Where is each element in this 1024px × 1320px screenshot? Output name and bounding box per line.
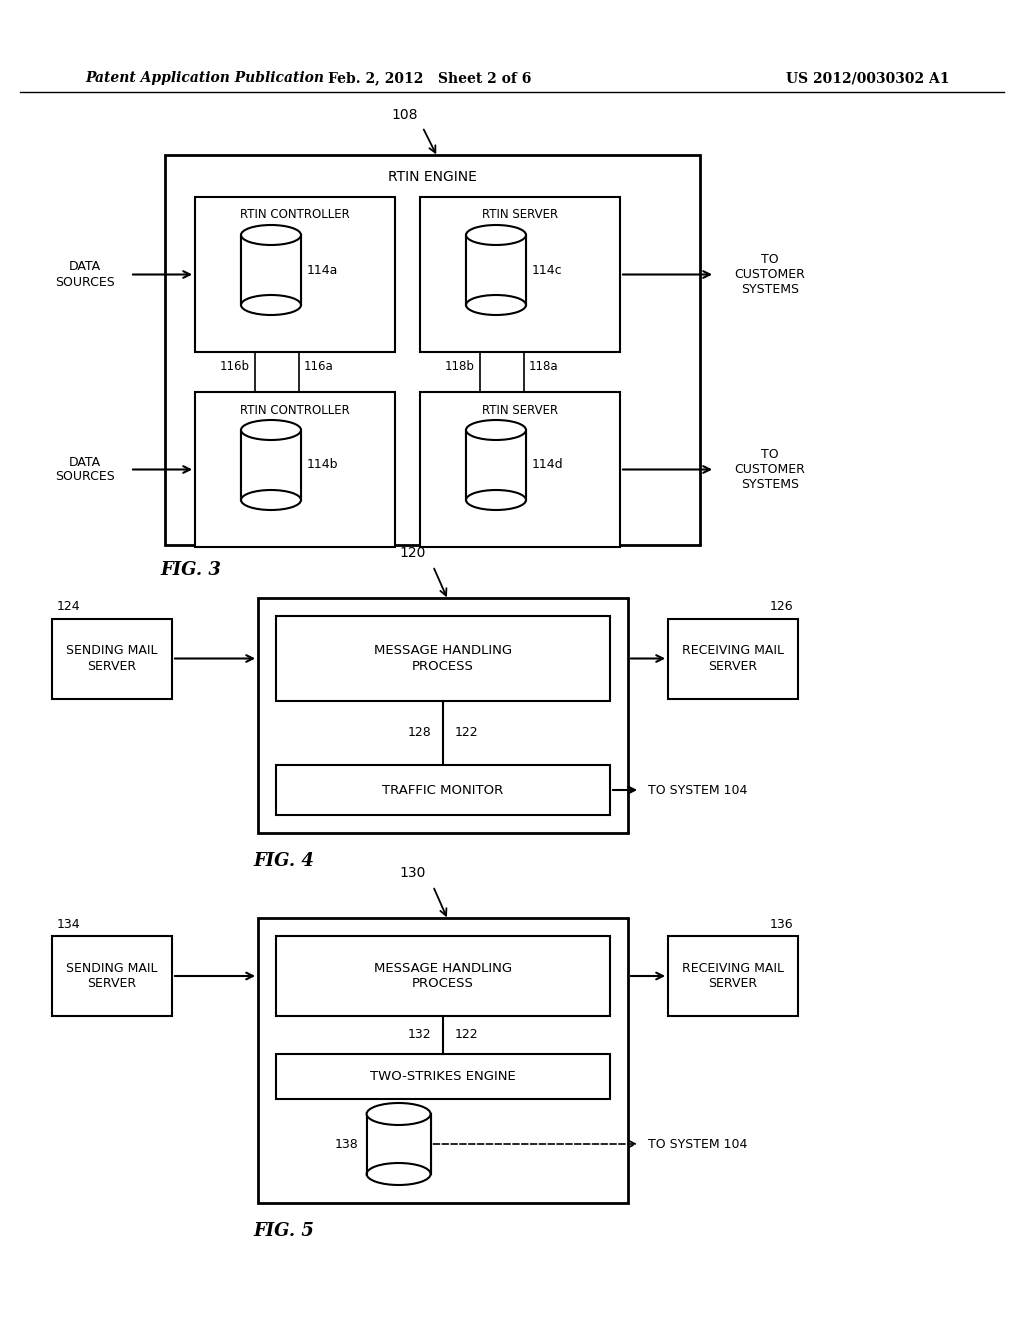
Bar	[258, 598, 628, 833]
Bar	[420, 392, 620, 546]
Text: RTIN SERVER: RTIN SERVER	[482, 404, 558, 417]
Bar	[52, 936, 172, 1016]
Text: FIG. 4: FIG. 4	[253, 851, 314, 870]
Text: FIG. 5: FIG. 5	[253, 1222, 314, 1239]
Text: 136: 136	[769, 917, 793, 931]
Text: 122: 122	[455, 726, 478, 739]
Text: 124: 124	[57, 601, 81, 612]
Ellipse shape	[466, 294, 526, 315]
Text: DATA
SOURCES: DATA SOURCES	[55, 455, 115, 483]
Text: 114c: 114c	[532, 264, 562, 276]
Text: 108: 108	[391, 108, 418, 121]
Text: 116a: 116a	[304, 360, 334, 374]
Bar	[668, 936, 798, 1016]
Text: Feb. 2, 2012   Sheet 2 of 6: Feb. 2, 2012 Sheet 2 of 6	[329, 71, 531, 84]
Text: 118b: 118b	[445, 360, 475, 374]
Text: TWO-STRIKES ENGINE: TWO-STRIKES ENGINE	[370, 1071, 516, 1082]
Bar	[276, 766, 610, 814]
Text: SENDING MAIL
SERVER: SENDING MAIL SERVER	[67, 644, 158, 672]
Text: Patent Application Publication: Patent Application Publication	[85, 71, 324, 84]
Text: 122: 122	[455, 1028, 478, 1041]
Bar	[466, 235, 526, 305]
Ellipse shape	[241, 224, 301, 246]
Bar	[276, 936, 610, 1016]
Text: TO SYSTEM 104: TO SYSTEM 104	[648, 1138, 748, 1151]
Ellipse shape	[367, 1163, 431, 1185]
Text: 130: 130	[399, 866, 426, 880]
Text: 126: 126	[769, 601, 793, 612]
Text: 132: 132	[408, 1028, 431, 1041]
Ellipse shape	[466, 420, 526, 440]
Text: 118a: 118a	[529, 360, 559, 374]
Text: 134: 134	[57, 917, 81, 931]
Text: 114b: 114b	[307, 458, 339, 471]
Text: RTIN ENGINE: RTIN ENGINE	[388, 170, 477, 183]
Ellipse shape	[367, 1104, 431, 1125]
Text: 114d: 114d	[532, 458, 563, 471]
Ellipse shape	[241, 420, 301, 440]
Bar	[276, 616, 610, 701]
Bar	[276, 1053, 610, 1100]
Text: MESSAGE HANDLING
PROCESS: MESSAGE HANDLING PROCESS	[374, 962, 512, 990]
Ellipse shape	[241, 294, 301, 315]
Ellipse shape	[241, 490, 301, 510]
Bar	[195, 392, 395, 546]
Text: TO SYSTEM 104: TO SYSTEM 104	[648, 784, 748, 796]
Text: TRAFFIC MONITOR: TRAFFIC MONITOR	[382, 784, 504, 796]
Bar	[165, 154, 700, 545]
Ellipse shape	[466, 224, 526, 246]
Bar	[466, 430, 526, 500]
Text: MESSAGE HANDLING
PROCESS: MESSAGE HANDLING PROCESS	[374, 644, 512, 672]
Bar	[258, 917, 628, 1203]
Text: US 2012/0030302 A1: US 2012/0030302 A1	[786, 71, 950, 84]
Text: TO
CUSTOMER
SYSTEMS: TO CUSTOMER SYSTEMS	[734, 447, 806, 491]
Text: 128: 128	[408, 726, 431, 739]
Text: RTIN CONTROLLER: RTIN CONTROLLER	[240, 209, 350, 222]
Text: 116b: 116b	[220, 360, 250, 374]
Bar	[195, 197, 395, 352]
Text: FIG. 3: FIG. 3	[160, 561, 221, 579]
Text: DATA
SOURCES: DATA SOURCES	[55, 260, 115, 289]
Text: TO
CUSTOMER
SYSTEMS: TO CUSTOMER SYSTEMS	[734, 253, 806, 296]
Text: 120: 120	[399, 546, 426, 560]
Bar	[241, 235, 301, 305]
Bar	[668, 619, 798, 698]
Text: RTIN CONTROLLER: RTIN CONTROLLER	[240, 404, 350, 417]
Text: 114a: 114a	[307, 264, 338, 276]
Bar	[52, 619, 172, 698]
Text: RECEIVING MAIL
SERVER: RECEIVING MAIL SERVER	[682, 644, 784, 672]
Text: SENDING MAIL
SERVER: SENDING MAIL SERVER	[67, 962, 158, 990]
Text: RTIN SERVER: RTIN SERVER	[482, 209, 558, 222]
Bar	[367, 1114, 431, 1173]
Bar	[241, 430, 301, 500]
Text: 138: 138	[335, 1138, 358, 1151]
Text: RECEIVING MAIL
SERVER: RECEIVING MAIL SERVER	[682, 962, 784, 990]
Bar	[420, 197, 620, 352]
Ellipse shape	[466, 490, 526, 510]
